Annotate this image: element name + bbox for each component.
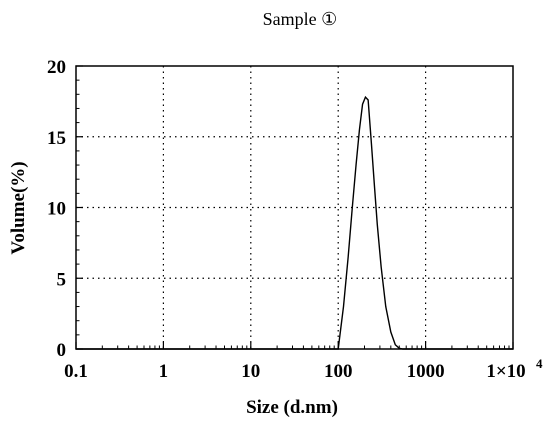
x-tick-labels: 0.1 1 10 100 1000 1×10 4 xyxy=(64,356,543,382)
grid xyxy=(76,66,513,349)
x-tick-label: 10 xyxy=(241,361,260,382)
y-tick-label: 5 xyxy=(57,269,67,290)
x-tick-label: 1×10 xyxy=(486,361,525,382)
y-axis-label: Volume(%) xyxy=(8,161,29,254)
x-tick-exponent: 4 xyxy=(536,356,543,371)
series-line xyxy=(76,95,513,350)
x-tick-label: 100 xyxy=(324,361,353,382)
y-tick-label: 15 xyxy=(47,128,66,149)
x-tick-label: 0.1 xyxy=(64,361,88,382)
y-tick-label: 0 xyxy=(57,340,67,361)
y-tick-label: 20 xyxy=(47,57,66,78)
x-tick-label: 1 xyxy=(159,361,169,382)
y-tick-label: 10 xyxy=(47,199,66,220)
y-tick-labels: 0 5 10 15 20 xyxy=(47,57,66,361)
chart-title: Sample ① xyxy=(263,9,338,29)
ticks xyxy=(75,65,514,350)
x-tick-label: 1000 xyxy=(407,361,445,382)
plot-frame xyxy=(75,65,514,350)
x-axis-label: Size (d.nm) xyxy=(246,397,338,418)
